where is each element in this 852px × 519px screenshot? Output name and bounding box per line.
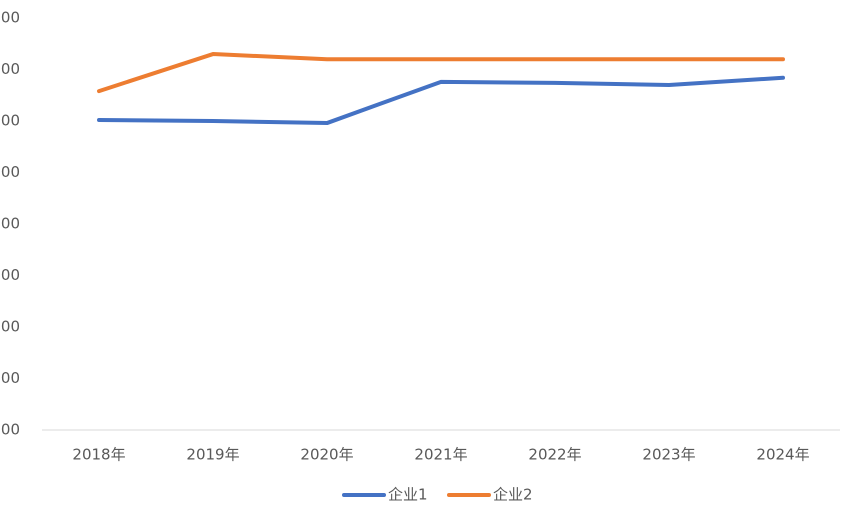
x-tick-label: 2019年 [186,446,239,464]
legend-label: 企业2 [493,486,533,504]
y-tick-label: 500 [0,60,20,78]
line [97,52,785,94]
y-tick-label: 500 [0,163,20,181]
x-tick-label: 2023年 [642,446,695,464]
y-tick-label: 000 [0,215,20,233]
x-tick-label: 2018年 [72,446,125,464]
x-tick-label: 2022年 [528,446,581,464]
y-tick-label: 000 [0,9,20,27]
x-tick-label: 2021年 [414,446,467,464]
y-tick-label: 000 [0,318,20,336]
y-tick-label: 000 [0,112,20,130]
legend-label: 企业1 [388,486,428,504]
y-tick-label: 500 [0,369,20,387]
y-tick-label: 500 [0,266,20,284]
x-tick-label: 2020年 [300,446,353,464]
y-tick-label: 000 [0,421,20,439]
line [97,75,785,126]
x-tick-label: 2024年 [756,446,809,464]
